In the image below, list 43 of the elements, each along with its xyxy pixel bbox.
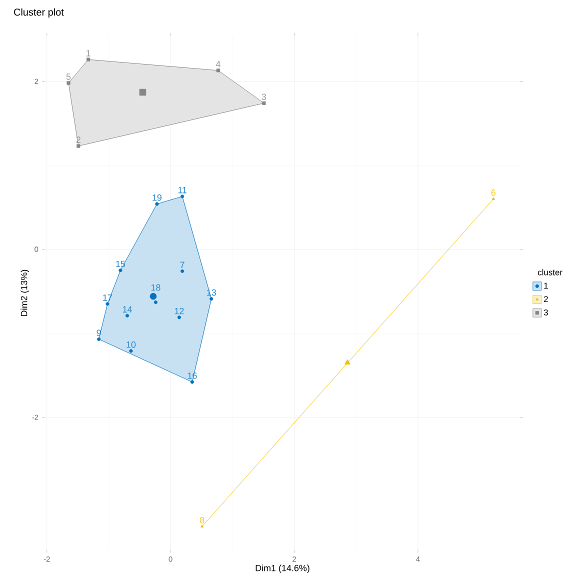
annotation: 2	[76, 136, 80, 143]
point	[492, 197, 495, 200]
annotation: 18	[151, 284, 160, 291]
point	[76, 144, 80, 148]
point	[216, 68, 220, 72]
annotation: 19	[152, 194, 162, 201]
legend-label: 2	[544, 296, 548, 302]
point	[97, 337, 101, 341]
annotation: 8	[200, 516, 204, 524]
point	[86, 58, 90, 62]
point	[177, 316, 182, 320]
annotation: 3	[262, 94, 266, 100]
annotation: 10	[126, 341, 136, 348]
point	[106, 302, 110, 306]
annotation: 7	[180, 262, 184, 268]
point	[210, 297, 214, 301]
legend-title: cluster	[538, 269, 562, 276]
point	[139, 88, 146, 96]
point	[344, 359, 350, 364]
annotation: 1	[86, 50, 90, 56]
point	[200, 524, 204, 528]
annotation: 4	[216, 61, 220, 68]
annotation: 6	[491, 189, 496, 196]
point	[129, 349, 133, 353]
annotation: 11	[178, 187, 187, 194]
point	[154, 300, 158, 304]
point	[118, 268, 122, 272]
legend-label: 1	[544, 282, 548, 289]
chart-title: Cluster plot	[14, 8, 64, 18]
point	[262, 101, 266, 105]
annotation: 5	[66, 74, 71, 80]
legend-label: 3	[544, 309, 548, 316]
point	[180, 269, 184, 273]
annotation: 12	[174, 308, 184, 314]
point	[125, 314, 130, 318]
y-axis-title: Dim2 (13%)	[20, 270, 29, 316]
point	[155, 202, 159, 206]
point	[190, 380, 194, 384]
point	[150, 292, 157, 300]
annotation: 14	[122, 306, 132, 312]
point	[66, 81, 70, 85]
point	[180, 194, 184, 198]
x-axis-title: Dim1 (14.6%)	[256, 564, 310, 574]
